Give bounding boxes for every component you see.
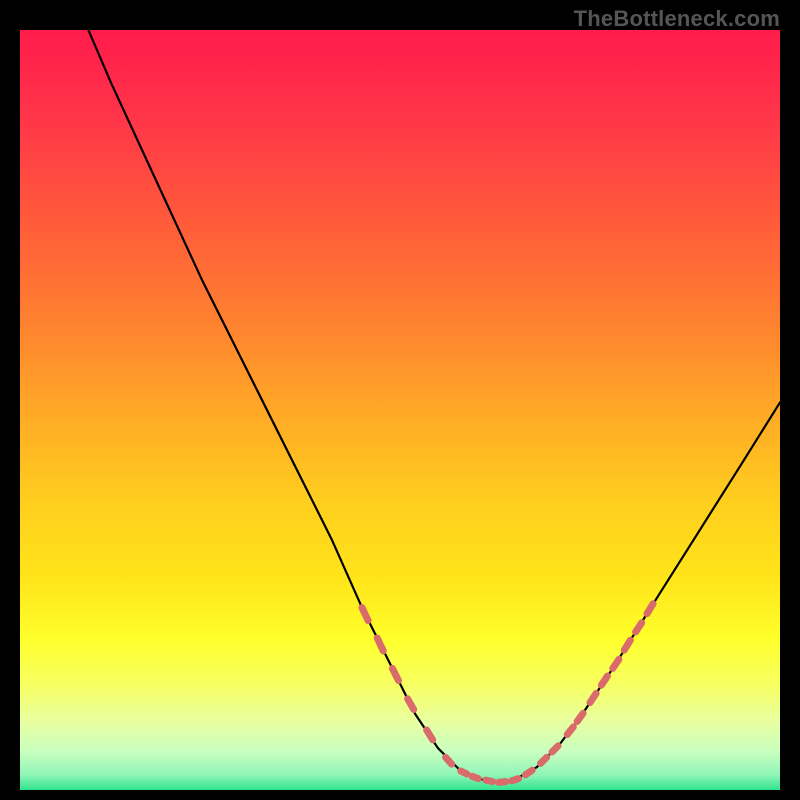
chart-frame: TheBottleneck.com [0, 0, 800, 800]
watermark-text: TheBottleneck.com [574, 6, 780, 32]
plot-area [20, 30, 780, 790]
plot-svg [20, 30, 780, 790]
